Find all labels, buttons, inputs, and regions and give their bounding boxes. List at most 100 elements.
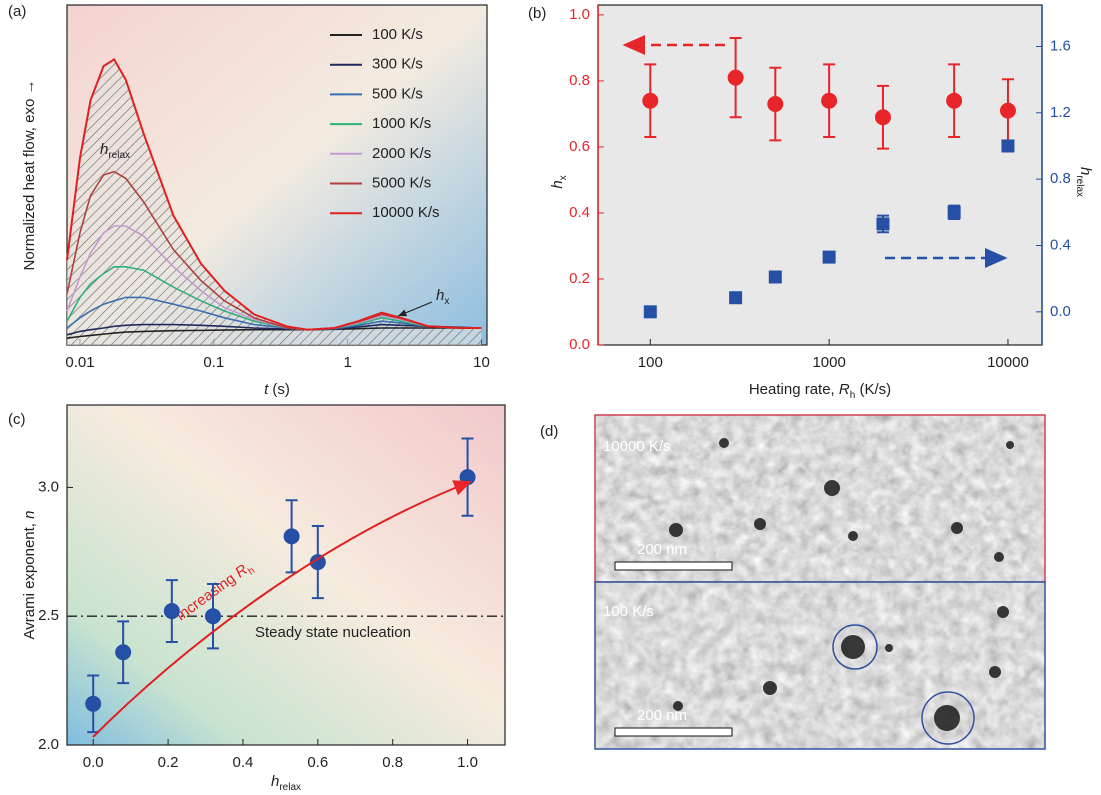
series-line — [66, 327, 482, 339]
legend-label: 1000 K/s — [372, 115, 431, 132]
y2-tick-label: 0.4 — [1050, 236, 1071, 253]
x-axis-title: hrelax — [271, 773, 301, 793]
series-line — [66, 225, 482, 331]
point — [822, 250, 836, 264]
x-tick-label: 0.0 — [83, 754, 104, 771]
text-part: x — [444, 296, 449, 307]
image-label: 100 K/s — [603, 603, 654, 620]
text-part: Avrami exponent, — [21, 519, 38, 640]
reference-label: Steady state nucleation — [255, 624, 411, 641]
legend-label: 10000 K/s — [372, 204, 440, 221]
point — [767, 96, 784, 113]
micrograph — [595, 415, 1045, 582]
text-part: h — [246, 565, 257, 577]
x-tick-label: 10000 — [987, 354, 1029, 371]
text-part: h — [1077, 167, 1094, 175]
point — [768, 270, 782, 284]
y-axis-title: Avrami exponent, n — [21, 511, 38, 640]
x-tick-label: 0.1 — [203, 354, 224, 371]
point — [946, 92, 963, 109]
y-tick-label: 0.8 — [569, 72, 590, 89]
scale-label: 200 nm — [637, 541, 687, 558]
series-line — [66, 296, 482, 331]
point — [309, 554, 326, 571]
image-label: 10000 K/s — [603, 438, 671, 455]
text-part: Heating rate, — [749, 381, 839, 398]
y-tick-label: 1.0 — [569, 6, 590, 23]
text-part: (K/s) — [855, 381, 891, 398]
point — [999, 102, 1016, 119]
x-tick-label: 10 — [473, 354, 490, 371]
y-axis-title: Normalized heat flow, exo → — [21, 80, 38, 271]
point — [727, 69, 744, 86]
annotation-arrow — [397, 301, 433, 317]
plot-background — [598, 5, 1042, 345]
text-part: relax — [279, 782, 301, 793]
plot-background — [67, 405, 505, 745]
plots: (a) 0.01 0.1 1 10 t (s) Normalized heat flow, … — [8, 3, 1094, 793]
point — [947, 205, 961, 219]
legend-label: 500 K/s — [372, 85, 423, 102]
y-tick-label: 3.0 — [38, 478, 59, 495]
text-part: R — [839, 381, 850, 398]
y-axis-title: hx — [549, 175, 569, 188]
x-tick-label: 1 — [343, 354, 351, 371]
legend-label: 300 K/s — [372, 56, 423, 73]
series-line — [66, 57, 482, 331]
point — [85, 695, 102, 712]
text-part: h — [100, 141, 108, 158]
text-part: h — [271, 773, 279, 790]
y-tick-label: 0.4 — [569, 204, 590, 221]
y-tick-label: 2.5 — [38, 607, 59, 624]
point — [643, 305, 657, 319]
x-tick-label: 0.2 — [158, 754, 179, 771]
text-part: h — [850, 390, 856, 401]
x-axis-title: t (s) — [264, 381, 290, 398]
point — [163, 603, 180, 620]
series-line — [66, 266, 482, 331]
image-border — [594, 581, 1046, 750]
x-tick-label: 0.01 — [65, 354, 94, 371]
y-tick-label: 0.2 — [569, 270, 590, 287]
x-axis-title: Heating rate, Rh (K/s) — [749, 381, 891, 401]
x-tick-label: 0.4 — [233, 754, 254, 771]
text-part: relax — [1074, 175, 1085, 197]
y-tick-label: 2.0 — [38, 736, 59, 753]
x-tick-label: 100 — [638, 354, 663, 371]
x-tick-label: 0.6 — [307, 754, 328, 771]
scale-label: 200 nm — [637, 707, 687, 724]
point — [205, 608, 221, 625]
x-tick-label: 1.0 — [457, 754, 478, 771]
y2-axis-title: hrelax — [1074, 167, 1094, 197]
text-part: relax — [108, 150, 130, 161]
point — [283, 528, 300, 545]
legend-label: 5000 K/s — [372, 174, 431, 191]
text-part: n — [21, 511, 38, 519]
point — [729, 291, 743, 305]
panel-label: (d) — [540, 423, 558, 440]
y-tick-label: 0.6 — [569, 138, 590, 155]
point — [115, 644, 132, 661]
x-tick-label: 0.8 — [382, 754, 403, 771]
point — [874, 109, 891, 126]
y2-tick-label: 0.8 — [1050, 170, 1071, 187]
point — [876, 217, 890, 231]
micrographs: 10000 K/s 200 nm 100 K/s 200 nm (d) — [540, 414, 1046, 750]
panel-label: (b) — [528, 5, 546, 22]
highlight-circle — [921, 691, 975, 745]
point — [642, 92, 659, 109]
trend-arrow — [92, 480, 472, 738]
scale-bar — [614, 561, 733, 571]
annotation: hx — [436, 287, 449, 307]
text-part: x — [558, 175, 569, 180]
x-tick-label: 1000 — [812, 354, 845, 371]
text-part: h — [436, 287, 444, 304]
micrograph — [595, 582, 1045, 749]
legend-label: 2000 K/s — [372, 145, 431, 162]
highlight-circle — [832, 624, 878, 670]
text-part: (s) — [268, 381, 290, 398]
panel-label: (c) — [8, 411, 26, 428]
text-part: t — [264, 381, 269, 398]
series-line — [66, 323, 482, 336]
y2-tick-label: 1.2 — [1050, 104, 1071, 121]
